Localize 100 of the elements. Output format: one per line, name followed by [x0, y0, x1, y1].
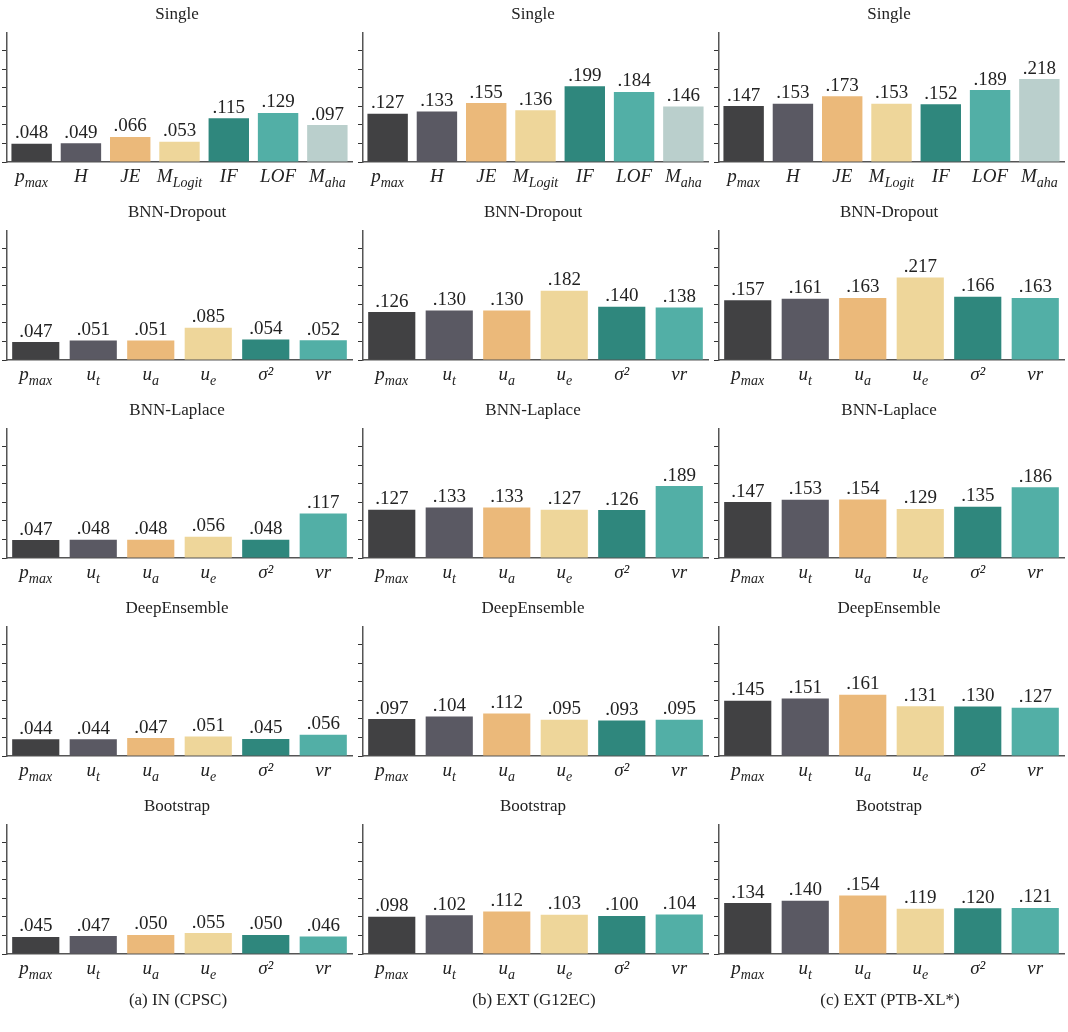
data-label: .138 [662, 284, 696, 306]
chart-title: Single [155, 3, 199, 23]
bar [564, 86, 605, 162]
data-label: .051 [134, 318, 168, 340]
x-tick-label: vr [671, 561, 688, 582]
bar [598, 306, 646, 360]
data-label: .152 [924, 81, 958, 103]
bar [425, 507, 473, 558]
text: (b) EXT (G12EC) [471, 990, 597, 1010]
x-tick-label: σ² [614, 561, 630, 582]
bar [655, 719, 703, 756]
chart-title: Bootstrap [143, 795, 211, 815]
data-label: .126 [375, 289, 409, 311]
x-tick-label: σ² [614, 759, 630, 780]
bar [540, 509, 588, 558]
bar [896, 277, 944, 360]
x-tick-label: JE [476, 165, 497, 186]
bar [368, 719, 416, 756]
x-tick-label: JE [120, 165, 141, 186]
data-label: .186 [1018, 464, 1052, 486]
data-label: .127 [375, 487, 409, 509]
data-label: .182 [547, 268, 581, 290]
data-label: .097 [375, 696, 409, 718]
data-label: .121 [1018, 885, 1052, 907]
bar [598, 720, 646, 756]
bar [242, 539, 290, 558]
bar [242, 339, 290, 360]
chart-title: BNN-Laplace [841, 399, 937, 419]
bar [954, 506, 1002, 558]
x-tick-label: IF [930, 165, 951, 186]
data-label: .218 [1022, 56, 1056, 78]
bar [954, 706, 1002, 756]
data-label: .115 [212, 95, 246, 117]
data-label: .126 [605, 487, 639, 509]
bar [208, 118, 249, 162]
data-label: .217 [903, 254, 937, 276]
data-label: .054 [249, 316, 283, 338]
bar [663, 106, 704, 162]
data-label: .127 [1018, 685, 1052, 707]
data-label: .117 [306, 490, 340, 512]
x-tick-label: H [73, 165, 90, 186]
data-label: .120 [961, 885, 995, 907]
bar [723, 106, 764, 162]
data-label: .135 [961, 484, 995, 506]
bar [12, 342, 60, 360]
x-tick-label: σ² [970, 561, 986, 582]
bar [540, 290, 588, 360]
data-label: .129 [903, 486, 937, 508]
bar [184, 536, 232, 558]
x-tick-label: vr [671, 957, 688, 978]
chart-title: Bootstrap [499, 795, 567, 815]
bar [299, 513, 347, 558]
chart-title: DeepEnsemble [837, 597, 941, 617]
bar [515, 110, 556, 162]
bar [655, 486, 703, 558]
text: (c) EXT (PTB-XL*) [819, 990, 961, 1010]
data-label: .189 [973, 67, 1007, 89]
data-label: .085 [191, 305, 225, 327]
data-label: .055 [191, 910, 225, 932]
chart-title: BNN-Dropout [839, 201, 939, 221]
data-label: .112 [490, 888, 524, 910]
bar [896, 908, 944, 954]
bar [1019, 79, 1060, 162]
bar [781, 499, 829, 558]
bar [127, 340, 175, 360]
bar [724, 300, 772, 360]
chart-title: BNN-Dropout [483, 201, 583, 221]
data-label: .131 [903, 683, 937, 705]
bar [483, 713, 531, 756]
chart-title: Bootstrap [855, 795, 923, 815]
data-label: .147 [727, 83, 761, 105]
data-label: .050 [134, 912, 168, 934]
bar [69, 539, 117, 558]
chart-title: Single [867, 3, 911, 23]
data-label: .103 [547, 892, 581, 914]
data-label: .048 [15, 121, 49, 143]
x-tick-label: LOF [259, 165, 297, 186]
data-label: .127 [547, 487, 581, 509]
data-label: .140 [788, 878, 822, 900]
data-label: .047 [19, 517, 53, 539]
bar [1011, 297, 1059, 360]
bar [954, 296, 1002, 360]
bar [110, 136, 151, 162]
data-label: .112 [490, 690, 524, 712]
bar [257, 112, 299, 162]
data-label: .136 [518, 87, 553, 109]
bar [839, 694, 887, 756]
data-label: .140 [605, 284, 639, 306]
bar [368, 312, 416, 360]
data-label: .147 [731, 479, 765, 501]
x-tick-label: H [785, 165, 802, 186]
bar [871, 103, 912, 162]
x-tick-label: σ² [258, 561, 274, 582]
data-label: .145 [731, 678, 765, 700]
x-tick-label: σ² [970, 363, 986, 384]
bar [307, 125, 348, 162]
data-label: .053 [162, 119, 197, 141]
text: (a) IN (CPSC) [127, 990, 229, 1010]
x-tick-label: vr [1027, 363, 1044, 384]
bar [724, 700, 772, 756]
